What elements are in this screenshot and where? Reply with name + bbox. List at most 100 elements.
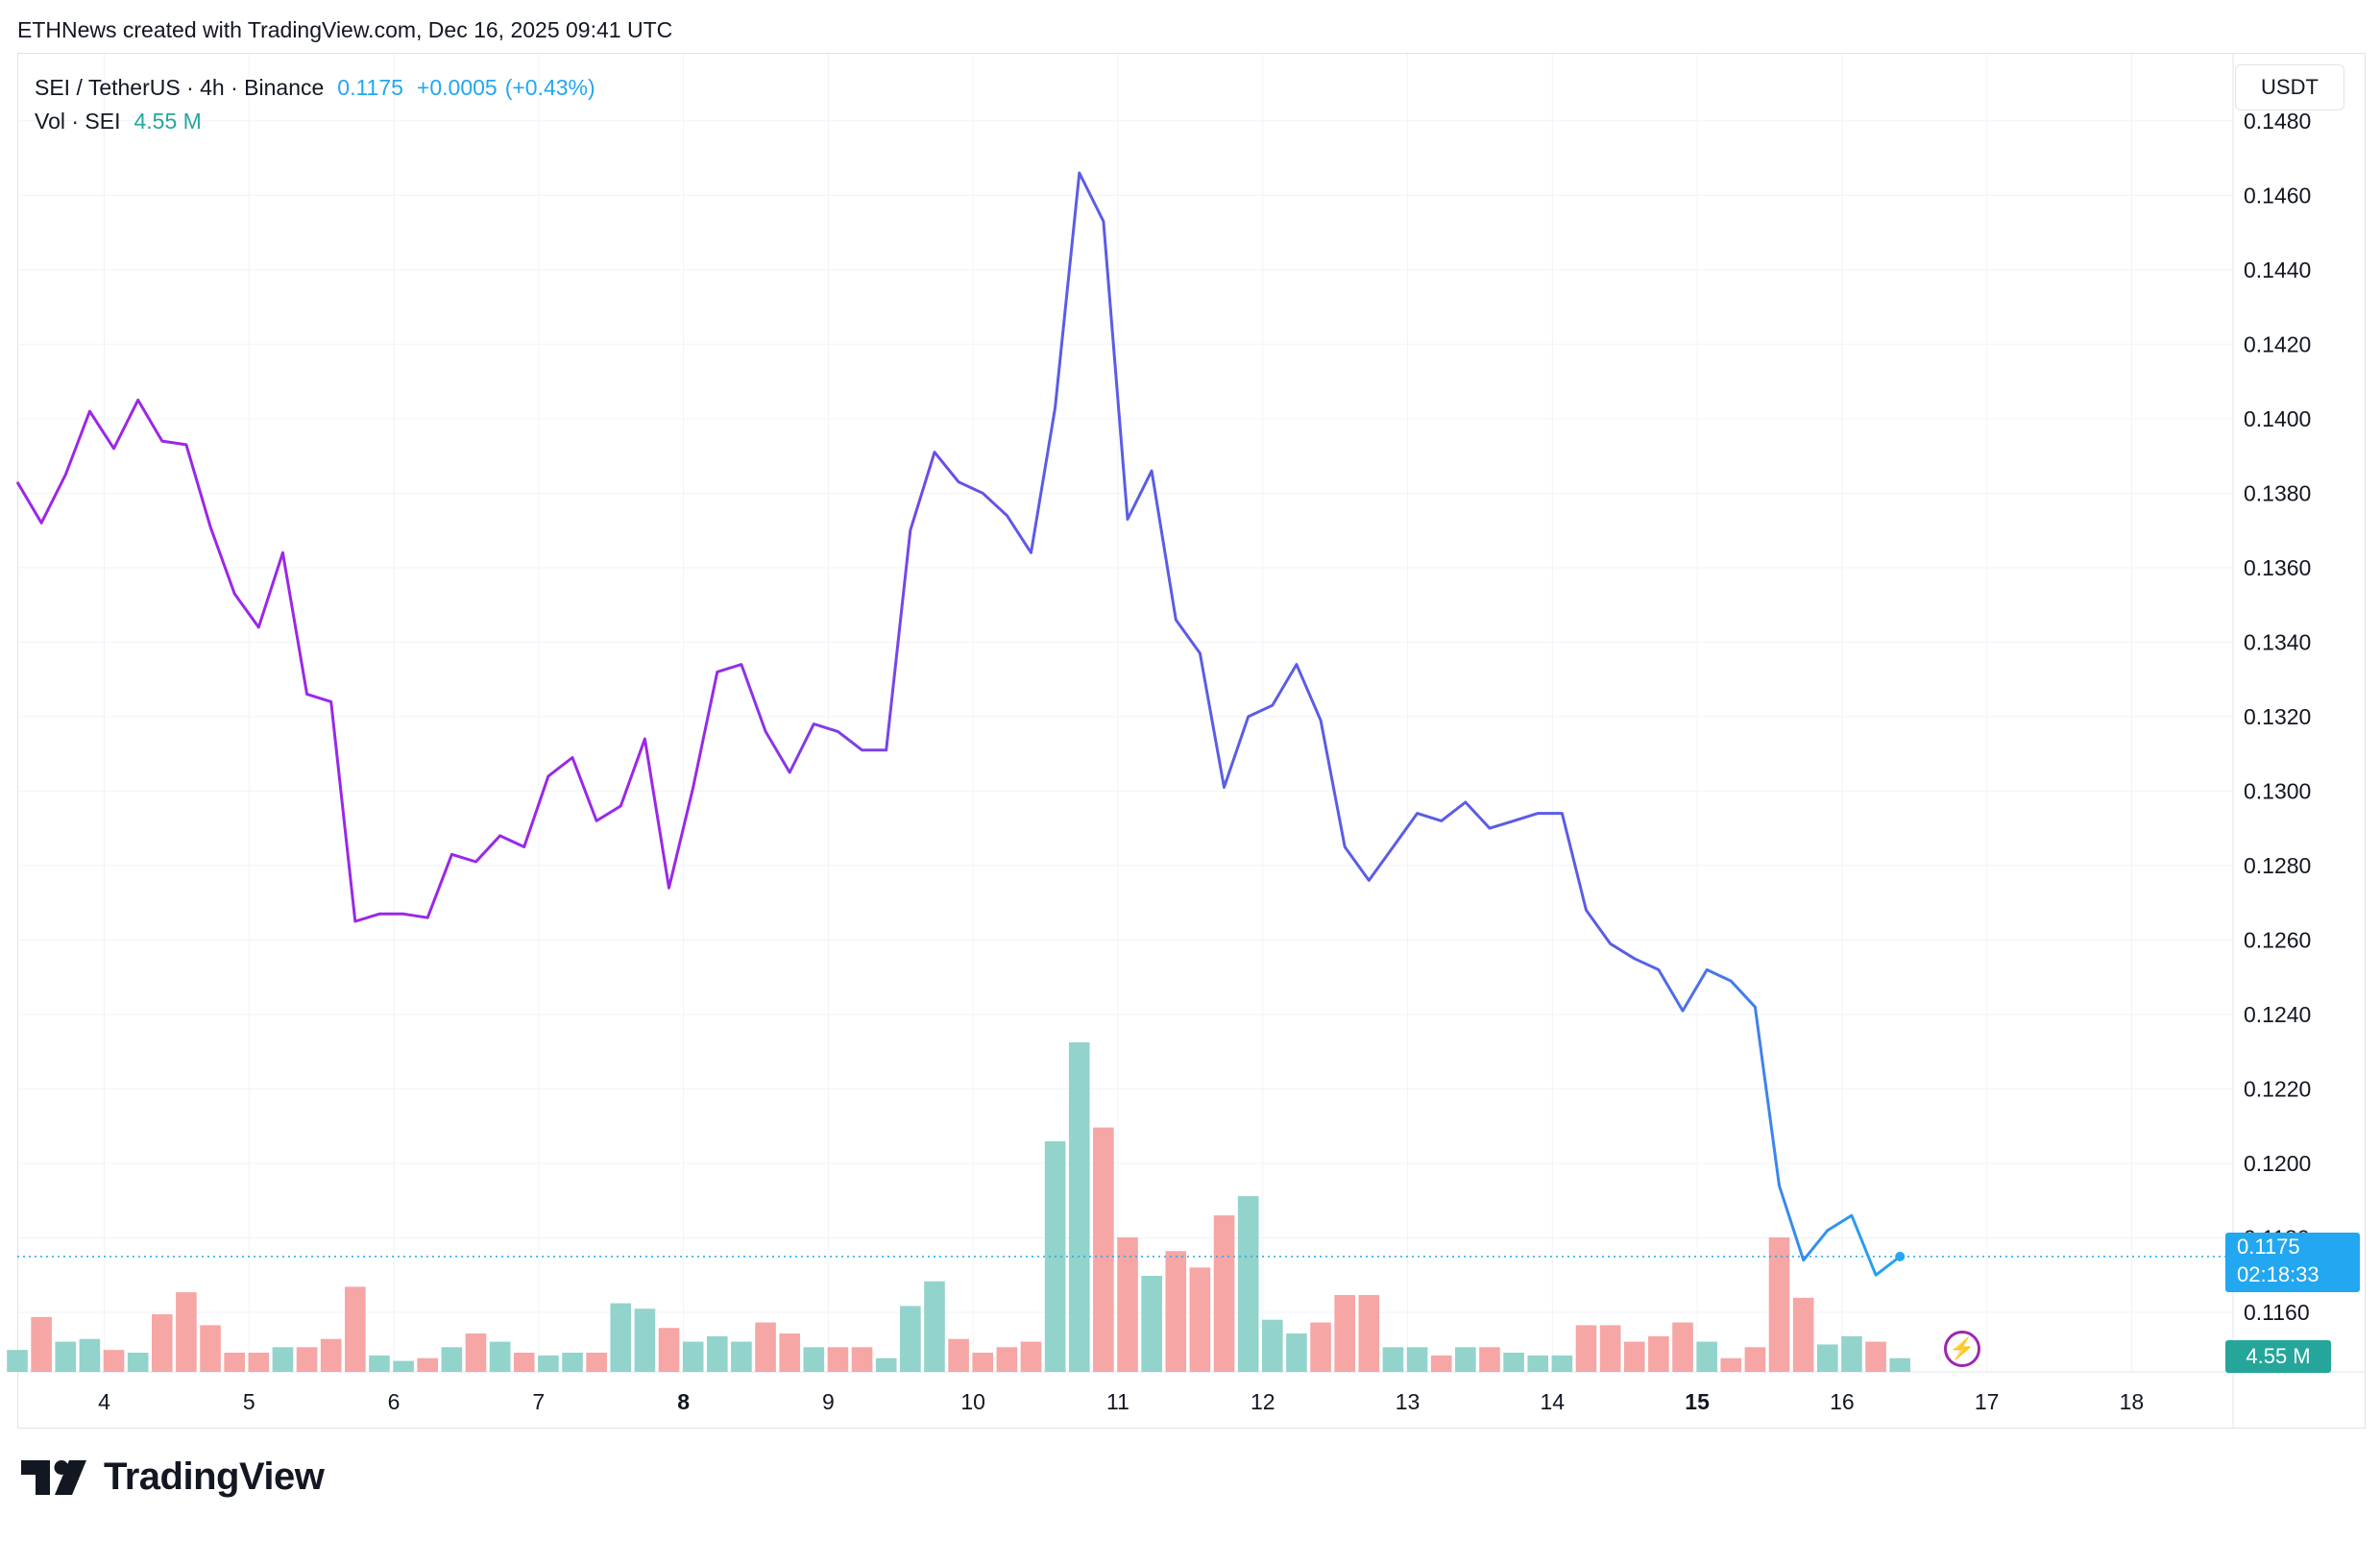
volume-bar: [1020, 1341, 1042, 1372]
volume-bar: [1117, 1236, 1138, 1372]
volume-bar: [1551, 1355, 1573, 1372]
volume-bar: [176, 1292, 197, 1372]
x-tick-label: 6: [388, 1389, 401, 1414]
volume-bar: [658, 1328, 680, 1372]
tradingview-logo-icon: [21, 1459, 86, 1495]
chart-caption: ETHNews created with TradingView.com, De…: [17, 17, 673, 42]
y-tick-label: 0.1360: [2244, 555, 2311, 580]
volume-bar: [1165, 1251, 1187, 1372]
last-price: 0.1175: [337, 75, 403, 100]
y-tick-label: 0.1200: [2244, 1151, 2311, 1176]
volume-bar: [513, 1352, 535, 1372]
volume-bar: [755, 1322, 776, 1372]
y-tick-label: 0.1160: [2244, 1300, 2310, 1325]
volume-bar: [103, 1350, 125, 1372]
volume-bar: [1479, 1347, 1500, 1372]
volume-badge: 4.55 M: [2225, 1340, 2331, 1373]
volume-bar: [441, 1347, 463, 1372]
volume-bar: [1672, 1322, 1693, 1372]
volume-bar: [1068, 1042, 1090, 1372]
volume-bar: [610, 1303, 632, 1372]
x-tick-label: 14: [1541, 1389, 1566, 1414]
y-tick-label: 0.1420: [2244, 331, 2311, 356]
volume-bar: [1093, 1127, 1114, 1372]
volume-bar: [731, 1341, 752, 1372]
volume-bar: [1696, 1341, 1717, 1372]
volume-bar: [7, 1350, 28, 1372]
volume-label[interactable]: Vol · SEI: [35, 109, 121, 134]
volume-bar: [1189, 1267, 1211, 1372]
volume-bar: [1889, 1358, 1911, 1372]
volume-bar: [827, 1347, 849, 1372]
chart-frame: [17, 53, 2366, 1429]
volume-bar: [803, 1347, 825, 1372]
volume-bar: [1455, 1347, 1476, 1372]
volume-bar: [31, 1316, 52, 1372]
volume-bar: [1382, 1347, 1404, 1372]
y-tick-label: 0.1480: [2244, 109, 2311, 134]
lightning-icon[interactable]: ⚡: [1944, 1331, 1980, 1367]
symbol-label[interactable]: SEI / TetherUS · 4h · Binance: [35, 75, 325, 100]
volume-bar: [1816, 1344, 1838, 1372]
volume-bar: [1792, 1297, 1814, 1372]
volume-bar: [1213, 1215, 1235, 1372]
volume-bar: [489, 1341, 511, 1372]
volume-bar: [320, 1338, 342, 1372]
volume-bar: [1575, 1325, 1597, 1372]
volume-bar: [682, 1341, 704, 1372]
volume-bar: [151, 1313, 173, 1372]
volume-bar: [417, 1358, 439, 1372]
volume-bar: [1358, 1294, 1380, 1372]
price-line: [15, 171, 1902, 1277]
volume-bar: [851, 1347, 873, 1372]
last-price-badge: 0.1175 02:18:33: [2225, 1233, 2360, 1292]
volume-bar: [900, 1306, 921, 1372]
volume-bar: [55, 1341, 77, 1372]
y-tick-label: 0.1300: [2244, 778, 2311, 803]
price-change-percent: (+0.43%): [504, 75, 595, 100]
x-tick-label: 12: [1251, 1389, 1275, 1414]
x-tick-label: 9: [822, 1389, 835, 1414]
x-tick-label: 4: [98, 1389, 110, 1414]
x-tick-label: 10: [960, 1389, 985, 1414]
volume-bar: [1310, 1322, 1331, 1372]
currency-button[interactable]: USDT: [2235, 64, 2344, 110]
volume-bar: [1334, 1294, 1355, 1372]
volume-bar: [1865, 1341, 1886, 1372]
volume-bar: [1623, 1341, 1645, 1372]
last-price-point: [1895, 1251, 1906, 1261]
y-tick-label: 0.1460: [2244, 183, 2311, 208]
volume-bar: [393, 1360, 414, 1372]
y-tick-label: 0.1340: [2244, 629, 2311, 654]
chart-legend: SEI / TetherUS · 4h · Binance 0.1175 +0.…: [35, 71, 595, 138]
volume-bar: [779, 1333, 800, 1372]
volume-bar: [1141, 1275, 1162, 1372]
volume-bar: [465, 1333, 487, 1372]
volume-bar: [1406, 1347, 1428, 1372]
x-tick-label: 8: [677, 1389, 690, 1414]
volume-bar: [996, 1347, 1018, 1372]
volume-bar: [1720, 1358, 1742, 1372]
volume-bar: [1430, 1355, 1452, 1372]
y-tick-label: 0.1260: [2244, 927, 2311, 952]
volume-bar: [296, 1347, 318, 1372]
y-tick-label: 0.1220: [2244, 1076, 2311, 1101]
volume-bar: [948, 1338, 969, 1372]
volume-bar: [1648, 1335, 1669, 1372]
volume-bar: [369, 1355, 390, 1372]
volume-bar: [1599, 1325, 1621, 1372]
x-tick-label: 7: [532, 1389, 545, 1414]
y-tick-label: 0.1320: [2244, 704, 2311, 729]
volume-bar: [875, 1358, 897, 1372]
tradingview-logo[interactable]: TradingView: [21, 1455, 325, 1499]
volume-bar: [1527, 1355, 1549, 1372]
x-tick-label: 17: [1975, 1389, 2000, 1414]
volume-bar: [924, 1281, 945, 1372]
x-tick-label: 16: [1830, 1389, 1855, 1414]
volume-bar: [972, 1352, 994, 1372]
volume-bar: [1841, 1335, 1862, 1372]
volume-bar: [538, 1355, 559, 1372]
volume-bar: [345, 1286, 366, 1372]
volume-bar: [127, 1352, 149, 1372]
